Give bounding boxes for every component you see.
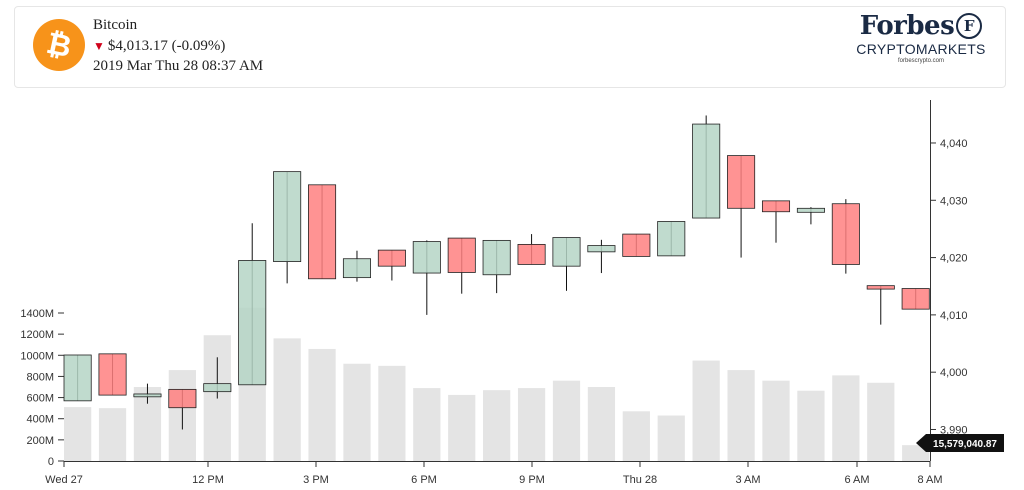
volume-bar bbox=[273, 338, 301, 461]
candle-up bbox=[657, 221, 686, 257]
candle-up bbox=[203, 383, 232, 393]
volume-bar bbox=[413, 388, 441, 461]
candle-down bbox=[831, 203, 860, 265]
volume-bar bbox=[448, 394, 476, 461]
price-tick-label: 4,030 bbox=[940, 195, 968, 207]
time-tick-label: 9 PM bbox=[519, 474, 545, 486]
candle-down bbox=[622, 233, 651, 257]
candle-up bbox=[482, 239, 511, 276]
volume-tick-label: 400M bbox=[26, 414, 54, 426]
coin-name: Bitcoin bbox=[93, 17, 138, 33]
price-value: $4,013.17 (-0.09%) bbox=[107, 38, 226, 54]
volume-tick-label: 600M bbox=[26, 393, 54, 405]
price-axis: 4,040 4,030 4,020 4,010 4,000 3,990 bbox=[930, 100, 968, 461]
brand-subtitle: CRYPTOMARKETS bbox=[856, 41, 986, 57]
time-axis: Wed 27 12 PM 3 PM 6 PM 9 PM Thu 28 3 AM 6 AM 8 A… bbox=[45, 461, 943, 486]
candle-down bbox=[168, 388, 197, 409]
volume-bar bbox=[762, 380, 790, 461]
brand-name: Forbes bbox=[859, 11, 955, 41]
candle-up bbox=[238, 260, 267, 386]
current-volume-label: 15,579,040.87 bbox=[916, 434, 1004, 452]
volume-bar bbox=[692, 360, 720, 461]
candle-down bbox=[727, 155, 756, 209]
candle-down bbox=[866, 285, 895, 290]
candle-down bbox=[308, 184, 337, 280]
bitcoin-icon-circle bbox=[33, 19, 85, 71]
price-tick-label: 4,020 bbox=[940, 253, 968, 265]
volume-bar bbox=[343, 363, 371, 461]
time-tick-label: 3 AM bbox=[735, 474, 760, 486]
time-tick-label: 8 AM bbox=[917, 474, 942, 486]
volume-bar bbox=[832, 375, 860, 461]
volume-axis: 1400M 1200M 1000M 800M 600M 400M 200M 0 bbox=[20, 308, 64, 468]
price-tick-label: 4,000 bbox=[940, 367, 968, 379]
candle-up bbox=[552, 237, 581, 267]
volume-tick-label: 0 bbox=[48, 456, 54, 468]
time-tick-label: 6 AM bbox=[844, 474, 869, 486]
volume-bar bbox=[517, 388, 546, 461]
candle-up bbox=[63, 354, 92, 402]
volume-label-badge bbox=[916, 434, 1004, 452]
volume-tick-label: 200M bbox=[26, 435, 54, 447]
volume-tick-label: 1400M bbox=[20, 308, 54, 320]
volume-label-text: 15,579,040.87 bbox=[933, 439, 997, 450]
time-tick-label: Wed 27 bbox=[45, 474, 83, 486]
volume-tick-label: 1200M bbox=[20, 329, 54, 341]
candle-up bbox=[412, 241, 441, 274]
price-tick-label: 3,990 bbox=[940, 424, 968, 436]
volume-bars bbox=[64, 307, 930, 461]
volume-bar bbox=[657, 415, 685, 461]
volume-bar bbox=[552, 380, 581, 461]
candle-down bbox=[901, 288, 930, 310]
volume-bar bbox=[64, 407, 92, 461]
volume-bar bbox=[622, 411, 650, 461]
time-tick-label: 6 PM bbox=[411, 474, 437, 486]
price-tick-label: 4,010 bbox=[940, 310, 968, 322]
timestamp: 2019 Mar Thu 28 08:37 AM bbox=[93, 58, 264, 74]
volume-tick-label: 800M bbox=[26, 371, 54, 383]
time-tick-label: 3 PM bbox=[303, 474, 329, 486]
candle-down bbox=[447, 237, 476, 273]
brand-badge-icon: F bbox=[956, 13, 983, 39]
price-tick-label: 4,040 bbox=[940, 138, 968, 150]
time-tick-label: Thu 28 bbox=[623, 474, 657, 486]
volume-bar bbox=[867, 382, 895, 461]
candle-down bbox=[98, 353, 127, 396]
volume-bar bbox=[308, 348, 336, 461]
candle-up bbox=[273, 171, 302, 262]
time-tick-label: 12 PM bbox=[192, 474, 224, 486]
candlesticks bbox=[63, 115, 930, 430]
candle-up bbox=[692, 123, 721, 219]
price-change: ▼ $4,013.17 (-0.09%) bbox=[93, 38, 225, 55]
volume-bar bbox=[378, 365, 406, 461]
candle-up bbox=[796, 207, 825, 213]
asset-header-card: ₿ Bitcoin ▼ $4,013.17 (-0.09%) 2019 Mar T… bbox=[14, 6, 1006, 88]
candle-up bbox=[587, 245, 616, 253]
down-triangle-icon: ▼ bbox=[93, 39, 105, 53]
volume-bar bbox=[483, 390, 511, 461]
candle-down bbox=[517, 243, 546, 265]
bitcoin-icon: ₿ bbox=[33, 19, 85, 71]
volume-bar bbox=[797, 390, 825, 461]
candle-up bbox=[133, 393, 162, 398]
candle-up bbox=[342, 258, 371, 279]
volume-bar bbox=[727, 370, 755, 461]
forbes-cryptomarkets-logo[interactable]: Forbes F CRYPTOMARKETS forbescrypto.com bbox=[851, 11, 991, 81]
brand-url: forbescrypto.com bbox=[897, 58, 945, 64]
volume-bar bbox=[98, 408, 127, 461]
candle-down bbox=[761, 200, 791, 213]
volume-tick-label: 1000M bbox=[20, 350, 54, 362]
volume-bar bbox=[902, 445, 930, 461]
candle-down bbox=[377, 249, 406, 267]
volume-bar bbox=[587, 387, 616, 461]
